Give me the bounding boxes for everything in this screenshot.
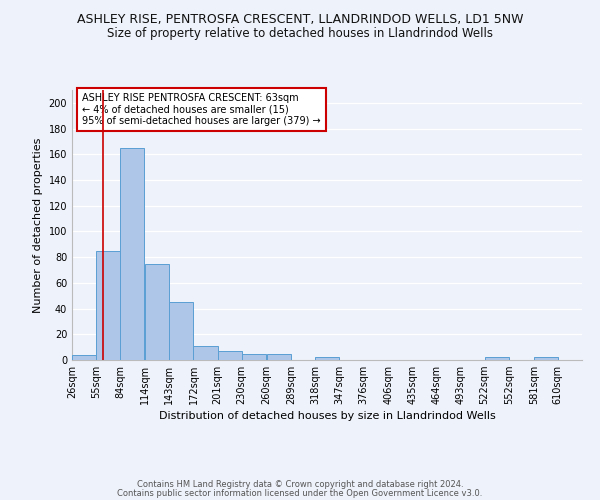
Text: ASHLEY RISE PENTROSFA CRESCENT: 63sqm
← 4% of detached houses are smaller (15)
9: ASHLEY RISE PENTROSFA CRESCENT: 63sqm ← … bbox=[82, 92, 321, 126]
Bar bbox=[534, 358, 558, 360]
Y-axis label: Number of detached properties: Number of detached properties bbox=[33, 138, 43, 312]
Bar bbox=[72, 355, 96, 360]
Bar bbox=[145, 264, 169, 360]
Text: Contains HM Land Registry data © Crown copyright and database right 2024.: Contains HM Land Registry data © Crown c… bbox=[137, 480, 463, 489]
Bar bbox=[193, 346, 218, 360]
Bar bbox=[120, 148, 145, 360]
Bar bbox=[266, 354, 291, 360]
Bar bbox=[485, 358, 509, 360]
Text: Contains public sector information licensed under the Open Government Licence v3: Contains public sector information licen… bbox=[118, 488, 482, 498]
Bar bbox=[218, 351, 242, 360]
Bar bbox=[242, 354, 266, 360]
Bar bbox=[96, 250, 120, 360]
X-axis label: Distribution of detached houses by size in Llandrindod Wells: Distribution of detached houses by size … bbox=[158, 412, 496, 422]
Text: Size of property relative to detached houses in Llandrindod Wells: Size of property relative to detached ho… bbox=[107, 28, 493, 40]
Bar bbox=[315, 358, 339, 360]
Bar bbox=[169, 302, 193, 360]
Text: ASHLEY RISE, PENTROSFA CRESCENT, LLANDRINDOD WELLS, LD1 5NW: ASHLEY RISE, PENTROSFA CRESCENT, LLANDRI… bbox=[77, 12, 523, 26]
